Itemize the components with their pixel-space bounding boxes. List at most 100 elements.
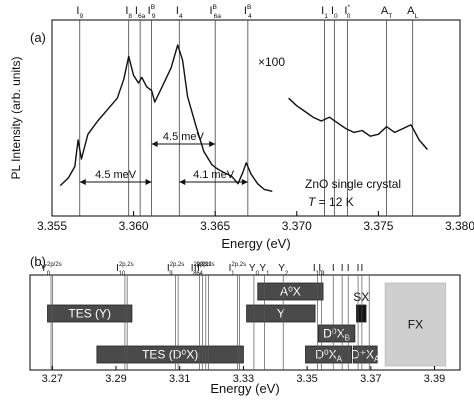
b-line-label-2-sub: 10 — [119, 271, 126, 277]
b-line-label-17-main: I — [332, 263, 335, 274]
b-line-label-4-main: I — [167, 263, 170, 274]
b-line-label-15: I10 — [313, 263, 323, 277]
spacing-arrowhead-left-1 — [151, 141, 158, 147]
range-label-7: SX — [353, 290, 369, 304]
peak-label-3-sup: B — [151, 4, 156, 11]
peak-label-8-main: I — [331, 5, 334, 17]
peak-label-7-main: I — [321, 5, 324, 17]
peak-label-2-sub: 6a — [138, 13, 146, 20]
range-label-6: D⁺XA — [351, 348, 380, 364]
b-tick-label-2: 3.31 — [169, 373, 190, 385]
spacing-arrowhead-right-0 — [145, 179, 152, 185]
b-line-label-20: I — [357, 263, 360, 274]
spacing-arrowhead-left-0 — [79, 179, 86, 185]
b-line-label-20-main: I — [357, 263, 360, 274]
b-line-label-0-sup: 2p/2s — [47, 262, 62, 268]
peak-label-11: AL — [407, 5, 418, 20]
peak-label-0-sub: 9 — [79, 13, 83, 20]
b-line-label-15-sub: 10 — [316, 271, 323, 277]
peak-label-4-sub: 4 — [179, 13, 183, 20]
spacing-arrowhead-right-2 — [241, 179, 248, 185]
peak-label-3: IB 9 — [148, 4, 156, 20]
peak-label-9-sup: * — [347, 4, 350, 11]
b-line-label-19-main: I — [347, 263, 350, 274]
range-label-main-4: D⁰X — [323, 327, 344, 341]
b-line-label-2-main: I — [116, 263, 119, 274]
b-line-label-8-sup: 2p,2s — [200, 262, 215, 268]
range-label-main-3: Y — [277, 307, 285, 321]
b-line-label-12-sub: 0 — [256, 271, 260, 277]
spacing-label-0: 4.5 meV — [95, 169, 137, 181]
panel-a-label: (a) — [30, 30, 46, 45]
a-tick-label-0: 3.355 — [37, 219, 67, 233]
panel-a-spectrum — [59, 44, 428, 192]
b-line-label-16-main: I — [318, 263, 321, 274]
b-line-label-4: I2p,2s 9 — [167, 262, 184, 277]
range-label-main-7: SX — [353, 290, 369, 304]
peak-label-9: I* 0 — [344, 4, 350, 20]
b-line-label-10-sub: 1 — [231, 271, 235, 277]
b-line-label-17: I — [332, 263, 335, 274]
b-line-label-18-main: I — [341, 263, 344, 274]
peak-label-10-main: A — [381, 5, 389, 17]
b-line-label-6-sup: 2p,2s — [193, 262, 208, 268]
range-label-main-0: TES (Y) — [68, 307, 111, 321]
b-line-label-13-sub: 1 — [266, 271, 270, 277]
b-tick-label-3: 3.33 — [233, 373, 254, 385]
b-line-label-19: I — [347, 263, 350, 274]
spectrum-series-1 — [288, 97, 428, 150]
b-line-label-12: Y0 — [249, 263, 260, 277]
peak-label-3-sub: 9 — [152, 13, 156, 20]
panel-b-x-label: Energy (eV) — [210, 381, 279, 396]
a-tick-label-3: 3.370 — [282, 219, 312, 233]
peak-label-2-main: I — [135, 5, 138, 17]
range-label-8: FX — [408, 318, 423, 332]
panel-a-scale-note: ×100 — [258, 55, 285, 69]
peak-label-7: I1 — [321, 5, 328, 20]
b-line-label-6: I2p,2s 8 — [191, 262, 208, 277]
range-bar-8 — [384, 282, 447, 367]
range-label-main-1: TES (D⁰X) — [142, 348, 198, 362]
range-label-sub-4: B — [345, 334, 350, 343]
b-line-label-8-main: I — [197, 263, 200, 274]
a-tick-label-1: 3.360 — [119, 219, 149, 233]
b-line-label-18: I — [341, 263, 344, 274]
temperature-symbol: T — [308, 195, 317, 209]
b-line-label-14-main: Y — [278, 263, 285, 274]
peak-label-2: I6a — [135, 5, 146, 20]
b-line-label-7-main: I — [194, 263, 197, 274]
b-line-label-14-sub: 2 — [285, 271, 289, 277]
range-bar-1 — [96, 345, 244, 364]
b-line-label-13-main: Y — [259, 263, 266, 274]
peak-label-1: I8 — [125, 5, 132, 20]
peak-label-10-sub: T — [388, 13, 392, 20]
a-tick-label-2: 3.365 — [200, 219, 230, 233]
peak-label-11-sub: L — [415, 13, 419, 20]
peak-label-4: I4 — [176, 5, 183, 20]
peak-label-8-sub: 0 — [334, 13, 338, 20]
range-bar-3 — [246, 304, 316, 323]
b-tick-label-0: 3.27 — [42, 373, 63, 385]
b-line-label-4-sup: 2p,2s — [170, 262, 185, 268]
peak-label-5: IB 6a — [209, 4, 221, 20]
b-line-label-16-sub: 9 — [321, 271, 325, 277]
b-line-label-7-sub: 6 — [196, 271, 200, 277]
range-label-1: TES (D⁰X) — [142, 348, 198, 362]
b-line-label-12-main: Y — [249, 263, 256, 274]
peak-label-9-sub: 0 — [347, 13, 351, 20]
range-label-sub-5: A — [337, 355, 343, 364]
range-label-main-8: FX — [408, 318, 423, 332]
panel-a-x-axis: 3.355 3.360 3.365 3.370 3.375 3.380 — [37, 211, 474, 233]
panel-a-peak-lines: I9 I8 I6a IB 9 I4 IB 6a IB 4 I1 I0 I* 0 AT AL — [76, 4, 419, 216]
b-tick-label-5: 3.37 — [360, 373, 381, 385]
b-line-label-4-sub: 9 — [169, 271, 173, 277]
range-label-2: A⁰X — [280, 285, 301, 299]
b-line-label-16: I9 — [318, 263, 325, 277]
range-bar-5 — [305, 345, 353, 364]
b-line-label-13: Y1 — [259, 263, 270, 277]
range-label-4: D⁰XB — [323, 327, 350, 343]
range-bar-7 — [356, 304, 367, 323]
